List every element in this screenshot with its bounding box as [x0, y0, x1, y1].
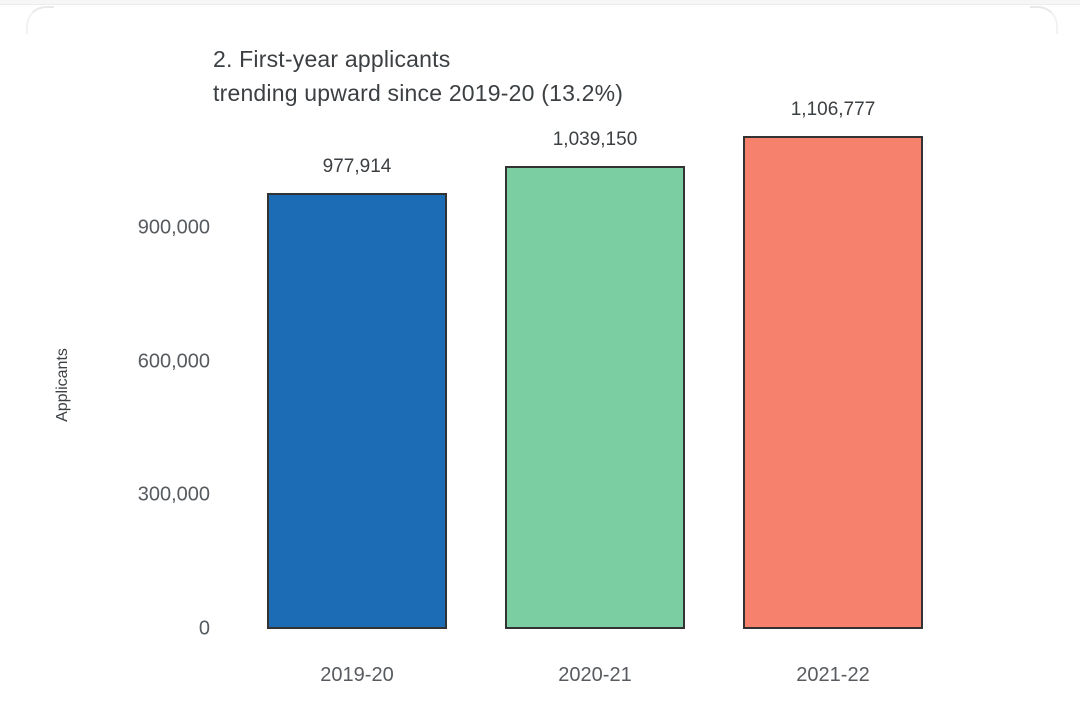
chart-title-line2: trending upward since 2019-20 (13.2%): [213, 80, 624, 106]
bar-value-label: 1,039,150: [552, 129, 638, 150]
y-tick-label: 300,000: [137, 483, 210, 506]
bar-2019-20: [267, 193, 447, 629]
y-tick-label: 900,000: [137, 216, 210, 239]
bar-value-label: 1,106,777: [790, 99, 876, 120]
y-tick-label: 0: [198, 617, 210, 640]
y-tick-label: 600,000: [137, 350, 210, 373]
page-top-edge: [0, 0, 1080, 5]
card-corner-decoration: [26, 6, 54, 34]
bar-2021-22: [743, 136, 923, 629]
x-tick-label: 2019-20: [320, 664, 394, 686]
x-tick-label: 2020-21: [558, 664, 632, 686]
bar-2020-21: [505, 166, 685, 629]
card-corner-decoration: [1030, 6, 1058, 34]
chart-title: 2. First-year applicants trending upward …: [213, 42, 623, 110]
chart-title-line1: 2. First-year applicants: [213, 46, 451, 72]
x-tick-label: 2021-22: [796, 664, 870, 686]
bar-value-label: 977,914: [322, 156, 392, 177]
